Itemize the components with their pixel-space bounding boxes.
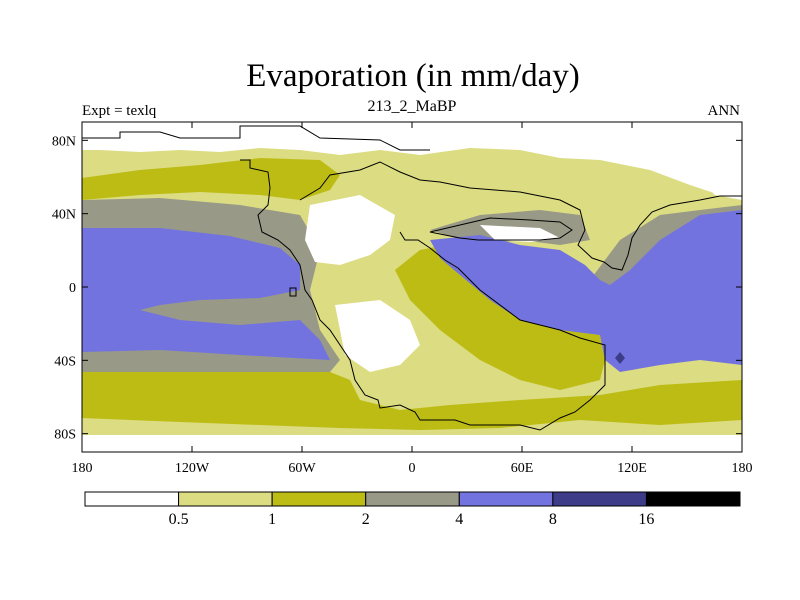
colorbar-swatch [271, 491, 367, 507]
field-level-1-2-south [82, 368, 742, 430]
lon-tick-label: 120W [175, 461, 210, 476]
field-level-8-16-spot [615, 352, 625, 364]
coastlines [82, 125, 742, 431]
colorbar-level-label: 2 [362, 511, 370, 528]
lat-tick-label: 40S [54, 354, 76, 369]
lat-tick-label: 0 [69, 281, 76, 296]
colorbar-swatch [552, 491, 647, 507]
lon-tick-label: 120E [617, 461, 647, 476]
field-low-asia [480, 225, 560, 242]
plot-subtitle: 213_2_MaBP [367, 98, 457, 115]
field-low-north [82, 122, 742, 200]
field-level-4-8-indian [430, 210, 742, 372]
lat-tick-label: 40N [52, 208, 76, 223]
plot-title: Evaporation (in mm/day) [246, 58, 580, 94]
map-field [82, 122, 742, 452]
lat-tick-label: 80S [54, 428, 76, 443]
colorbar-level-label: 4 [455, 511, 463, 528]
field-level-4-8-pacific [82, 228, 330, 360]
colorbar-level-label: 0.5 [169, 511, 189, 528]
colorbar-swatch [178, 491, 273, 507]
experiment-label: Expt = texlq [82, 103, 157, 119]
lon-tick-label: 60E [511, 461, 534, 476]
colorbar-level-label: 16 [638, 511, 654, 528]
colorbar-swatch [645, 491, 741, 507]
colorbar-level-label: 8 [549, 511, 557, 528]
field-low-south [82, 435, 742, 452]
season-label: ANN [707, 103, 741, 119]
colorbar-level-label: 1 [268, 511, 276, 528]
colorbar-swatch [458, 491, 554, 507]
lon-tick-label: 0 [409, 461, 416, 476]
field-low-northeast [700, 175, 742, 200]
field-low-africa-south [335, 300, 420, 372]
lon-tick-label: 180 [72, 461, 93, 476]
map-axes: 80N 40N 0 40S 80S 180 120W 60W 0 60E 120E 180 [52, 122, 753, 476]
field-low-africa-north [305, 195, 395, 265]
colorbar-swatch [84, 491, 180, 507]
lon-tick-label: 180 [732, 461, 753, 476]
colorbar: 0.5 1 2 4 8 16 [84, 491, 741, 528]
lon-tick-label: 60W [288, 461, 316, 476]
field-level-1-2-north [82, 158, 340, 200]
colorbar-swatch [365, 491, 460, 507]
lat-tick-label: 80N [52, 134, 76, 149]
